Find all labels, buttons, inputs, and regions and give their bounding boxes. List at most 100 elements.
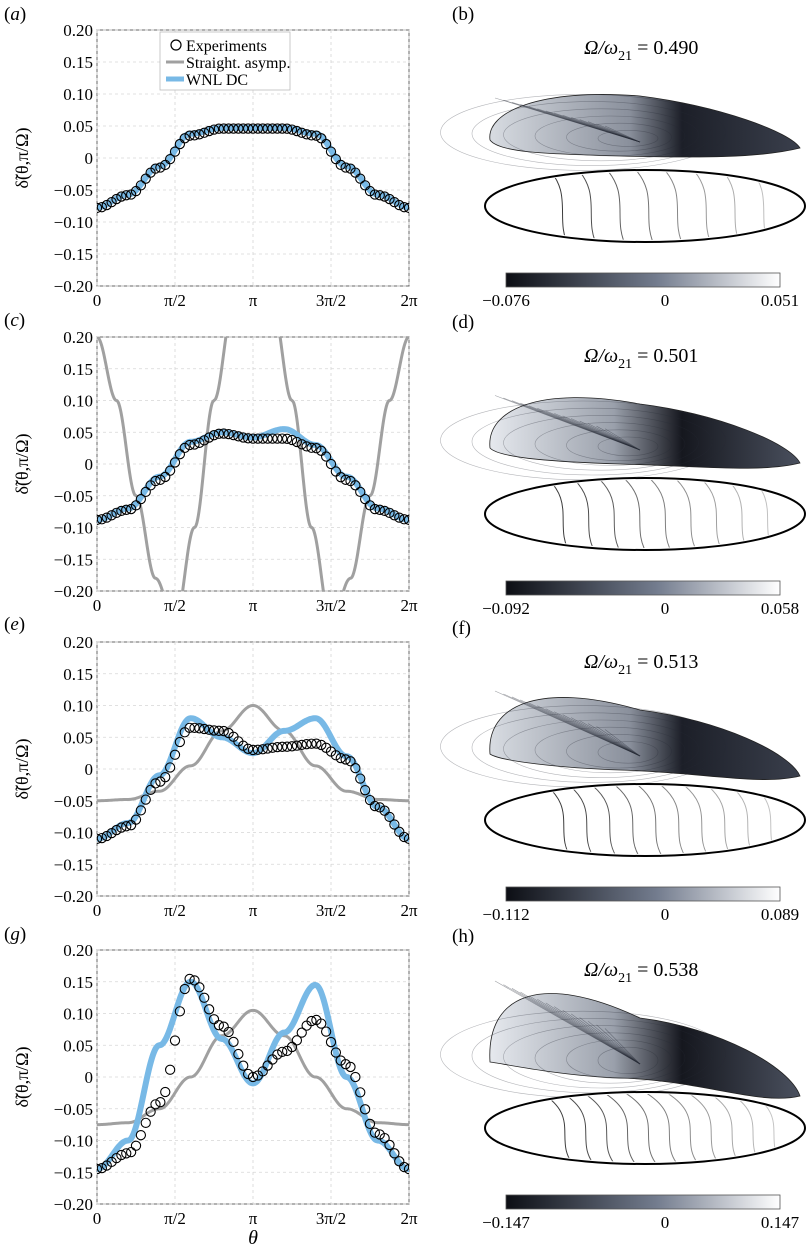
y-tick-label: −0.05 — [54, 487, 93, 506]
surface-mesh-line — [494, 690, 641, 757]
experiment-marker — [379, 191, 390, 202]
experiment-marker — [164, 465, 176, 476]
experiment-marker — [316, 1018, 327, 1029]
experiment-marker — [384, 507, 395, 519]
experiment-marker — [203, 1004, 215, 1015]
experiment-marker — [296, 127, 307, 138]
plot-panel-a: (a) 0 π/2 π 3π/2 2π 0.20 0.15 0.10 0.05 0 −0.05 −0.… — [4, 4, 418, 310]
surface-mesh-line — [579, 720, 641, 757]
surface-mesh-ring — [597, 1046, 659, 1074]
surface-title-value: = 0.501 — [632, 345, 698, 367]
x-tick-label: 0 — [93, 596, 102, 615]
experiment-marker — [218, 725, 229, 737]
series-group — [97, 123, 409, 214]
surface-mesh-ring — [566, 734, 672, 769]
surface-mesh-line — [554, 112, 641, 143]
experiment-marker — [150, 163, 161, 174]
experiment-marker — [350, 762, 361, 774]
x-tick-label: 3π/2 — [316, 291, 346, 310]
series-group — [97, 973, 409, 1175]
surface-mesh-line — [570, 1013, 641, 1065]
y-tick-label: 0.05 — [63, 423, 93, 442]
experiment-marker — [228, 1036, 239, 1048]
surface-mesh-ring — [597, 741, 659, 764]
surface-mesh-line — [562, 114, 641, 143]
experiment-marker — [199, 723, 210, 735]
experiment-marker — [121, 1148, 132, 1159]
surface-mesh-line — [579, 119, 641, 143]
contour-line — [669, 480, 699, 548]
experiment-marker — [364, 1118, 376, 1130]
colorbar — [505, 886, 781, 902]
surface-title-subscript: 21 — [618, 971, 632, 986]
experiment-marker — [121, 821, 132, 832]
surface-mesh-line — [562, 415, 641, 451]
colorbar-zero-label: 0 — [661, 1213, 670, 1232]
experiment-marker — [291, 436, 303, 448]
surface-mesh-ring — [597, 436, 659, 457]
plot-panel-g: (g) 0 π/2 π 3π/2 2π 0.20 0.15 0.10 0.05 0 −0.05 −0.… — [4, 924, 418, 1249]
experiment-marker — [320, 451, 332, 462]
surface-mesh-line — [494, 980, 641, 1065]
experiment-marker — [277, 1046, 288, 1057]
legend-box: Experiments Straight. asymp. WNL DC — [159, 31, 290, 91]
experiment-marker — [169, 146, 181, 157]
experiment-marker — [277, 433, 288, 444]
experiment-marker — [155, 162, 166, 173]
experiment-marker — [169, 1035, 181, 1046]
contour-line — [584, 786, 620, 854]
surface-mesh-line — [537, 705, 641, 757]
legend-experiments-marker — [170, 39, 182, 51]
experiment-marker — [199, 127, 210, 138]
contour-line — [607, 786, 643, 854]
experiment-marker — [97, 832, 108, 844]
experiment-marker — [296, 1027, 307, 1038]
contour-ellipse — [484, 1091, 806, 1165]
experiment-marker — [164, 762, 176, 773]
surface-mesh-line — [587, 423, 641, 451]
experiment-marker — [345, 1061, 356, 1073]
surface-title-ratio: Ω/ω — [584, 651, 618, 673]
experiment-marker — [97, 1163, 103, 1175]
contour-line — [644, 480, 674, 548]
surface-mesh-line — [587, 1020, 641, 1065]
colorbar-zero-label: 0 — [661, 291, 670, 310]
experiment-marker — [330, 1047, 342, 1058]
experiment-marker — [97, 202, 108, 213]
experiment-marker — [403, 514, 409, 526]
surface-title-ratio: Ω/ω — [584, 959, 618, 981]
experiment-marker — [130, 814, 142, 825]
surface-mesh-ring — [471, 1018, 713, 1094]
surface-mesh-line — [520, 104, 641, 143]
experiment-marker — [179, 983, 190, 995]
surface-mesh-ring — [566, 122, 672, 152]
surface-mesh-line — [511, 988, 641, 1065]
experiment-marker — [208, 725, 220, 736]
experiment-marker — [97, 514, 108, 525]
x-tick-label: 2π — [400, 901, 418, 920]
experiment-marker — [320, 138, 332, 150]
deformed-surface — [489, 94, 801, 158]
experiment-marker — [101, 199, 112, 211]
colorbar-zero-label: 0 — [661, 905, 670, 924]
experiment-marker — [369, 800, 381, 812]
experiment-marker — [223, 428, 234, 440]
x-tick-label: π — [249, 596, 258, 615]
colorbar-min-label: −0.076 — [482, 291, 530, 310]
experiment-marker — [355, 1087, 366, 1098]
panel-label-g: (g) — [4, 924, 26, 945]
experiment-marker — [335, 159, 346, 171]
experiment-marker — [286, 434, 298, 446]
y-tick-label: 0 — [85, 1068, 94, 1087]
y-tick-label: 0.10 — [63, 1005, 93, 1024]
experiment-marker — [379, 1132, 390, 1144]
experiment-marker — [267, 742, 278, 753]
y-tick-label: −0.10 — [54, 519, 93, 538]
experiment-marker — [355, 486, 366, 498]
x-tick-label: 0 — [93, 291, 102, 310]
contour-line — [593, 480, 623, 548]
experiment-marker — [359, 785, 371, 796]
y-axis-label: δ̃(θ,π/Ω) — [12, 127, 33, 188]
surface-mesh-line — [545, 410, 641, 451]
